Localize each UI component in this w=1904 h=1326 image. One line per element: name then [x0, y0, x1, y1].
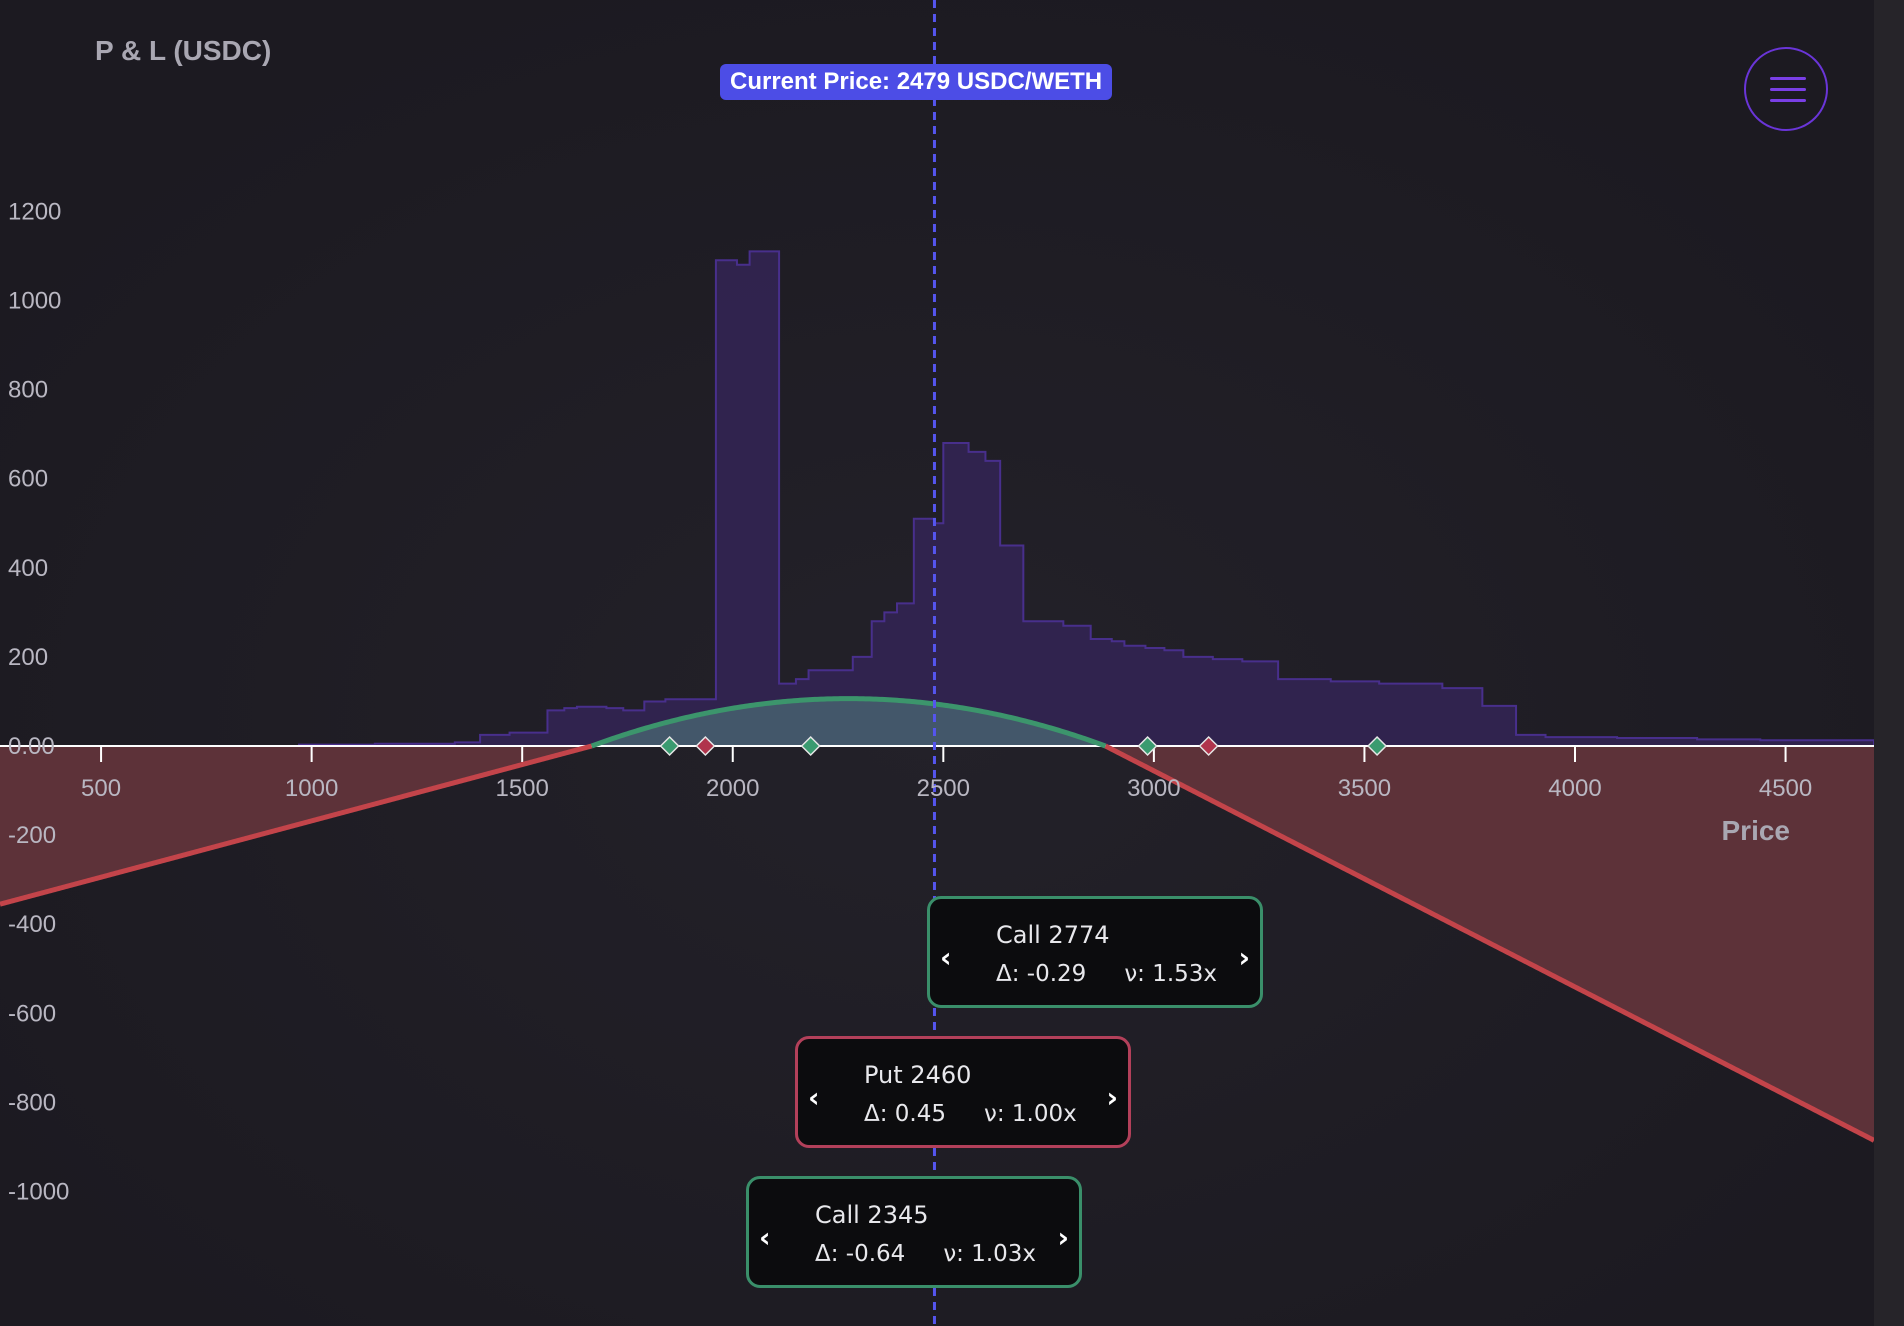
- pnl-loss-line: [1104, 743, 1876, 1143]
- strike-marker-icon: [695, 735, 716, 757]
- y-tick-label: 800: [8, 377, 48, 404]
- tooltip-title: Call 2345: [815, 1201, 929, 1229]
- strike-marker-icon: [1137, 735, 1158, 757]
- pnl-loss-line: [0, 743, 593, 907]
- vega-value: ν: 1.03x: [943, 1241, 1037, 1267]
- y-tick-label: 1000: [8, 287, 61, 314]
- y-axis-title: P & L (USDC): [95, 35, 271, 66]
- chevron-left-icon[interactable]: ‹: [940, 941, 952, 974]
- hamburger-icon: [1770, 77, 1806, 80]
- strike-marker-icon: [800, 735, 821, 757]
- chevron-right-icon[interactable]: ›: [1057, 1221, 1069, 1254]
- chevron-left-icon[interactable]: ‹: [759, 1221, 771, 1254]
- strike-marker-icon: [659, 735, 680, 757]
- vega-value: ν: 1.00x: [984, 1101, 1077, 1127]
- y-tick-label: 600: [8, 466, 48, 493]
- x-tick-label: 3000: [1127, 775, 1180, 802]
- y-tick-label: 1200: [8, 198, 61, 225]
- y-tick-label: -1000: [8, 1179, 69, 1206]
- x-axis-title: Price: [1722, 815, 1791, 846]
- option-tooltip-call-2345: ‹ Call 2345 Δ: -0.64 ν: 1.03x ›: [746, 1151, 1082, 1288]
- y-tick-label: -800: [8, 1089, 56, 1116]
- tooltip-greeks: Δ: -0.64 ν: 1.03x: [815, 1241, 1074, 1267]
- x-tick-label: 1500: [495, 775, 548, 802]
- x-tick-label: 4500: [1759, 775, 1812, 802]
- tooltip-greeks: Δ: -0.29 ν: 1.53x: [996, 961, 1255, 987]
- right-edge-panel: [1874, 0, 1904, 1326]
- tooltip-greeks: Δ: 0.45 ν: 1.00x: [864, 1101, 1115, 1127]
- y-tick-label: 400: [8, 555, 48, 582]
- option-tooltip-put-2460: ‹ Put 2460 Δ: 0.45 ν: 1.00x ›: [795, 1011, 1131, 1148]
- chevron-left-icon[interactable]: ‹: [808, 1081, 820, 1114]
- vega-value: ν: 1.53x: [1124, 961, 1218, 987]
- option-tooltip-call-2774: ‹ Call 2774 Δ: -0.29 ν: 1.53x ›: [927, 871, 1263, 1008]
- hamburger-icon-bar: [1770, 99, 1806, 102]
- liquidity-histogram: [0, 250, 1875, 747]
- pnl-profit-line: [590, 696, 1107, 749]
- y-tick-label: -400: [8, 911, 56, 938]
- tooltip-title: Put 2460: [864, 1061, 972, 1089]
- y-tick-label: 200: [8, 644, 48, 671]
- x-tick-label: 3500: [1338, 775, 1391, 802]
- y-tick-label: -600: [8, 1000, 56, 1027]
- chevron-right-icon[interactable]: ›: [1106, 1081, 1118, 1114]
- x-tick-label: 1000: [285, 775, 338, 802]
- x-tick-label: 4000: [1548, 775, 1601, 802]
- current-price-label: Current Price: 2479 USDC/WETH: [720, 64, 1113, 100]
- strike-marker-icon: [1198, 735, 1219, 757]
- hamburger-menu-button[interactable]: [1744, 47, 1828, 131]
- delta-value: Δ: 0.45: [864, 1101, 947, 1127]
- delta-value: Δ: -0.64: [815, 1241, 906, 1267]
- x-tick-label: 500: [81, 775, 121, 802]
- chevron-right-icon[interactable]: ›: [1238, 941, 1250, 974]
- tooltip-title: Call 2774: [996, 921, 1110, 949]
- x-tick-label: 2000: [706, 775, 759, 802]
- delta-value: Δ: -0.29: [996, 961, 1087, 987]
- y-tick-label: 0.00: [8, 733, 55, 760]
- x-tick-label: 2500: [917, 775, 970, 802]
- hamburger-icon-bar: [1770, 88, 1806, 91]
- strike-marker-icon: [1367, 735, 1388, 757]
- y-tick-label: -200: [8, 822, 56, 849]
